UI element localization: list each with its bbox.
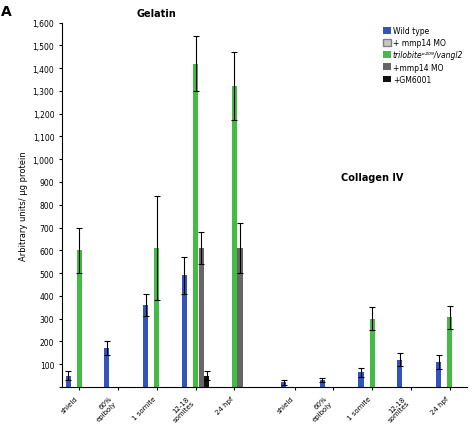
Bar	[397, 360, 402, 387]
Bar	[182, 276, 187, 387]
Bar	[436, 362, 441, 387]
Bar	[370, 319, 375, 387]
Bar	[143, 305, 148, 387]
Bar	[199, 249, 204, 387]
Text: Gelatin: Gelatin	[137, 9, 177, 19]
Bar	[358, 372, 364, 387]
Bar	[154, 249, 159, 387]
Y-axis label: Arbitrary units/ μg protein: Arbitrary units/ μg protein	[19, 150, 28, 260]
Text: Collagen IV: Collagen IV	[341, 172, 403, 183]
Bar	[319, 380, 325, 387]
Bar	[447, 318, 452, 387]
Bar	[193, 64, 198, 387]
Bar	[104, 348, 109, 387]
Text: A: A	[1, 5, 12, 19]
Bar	[65, 376, 71, 387]
Bar	[232, 87, 237, 387]
Legend: Wild type, + mmp14 MO, trilobiteᵒ²⁰⁹/vangl2, +mmp14 MO, +GM6001: Wild type, + mmp14 MO, trilobiteᵒ²⁰⁹/van…	[383, 27, 463, 84]
Bar	[281, 383, 286, 387]
Bar	[77, 251, 82, 387]
Bar	[237, 249, 243, 387]
Bar	[204, 376, 210, 387]
